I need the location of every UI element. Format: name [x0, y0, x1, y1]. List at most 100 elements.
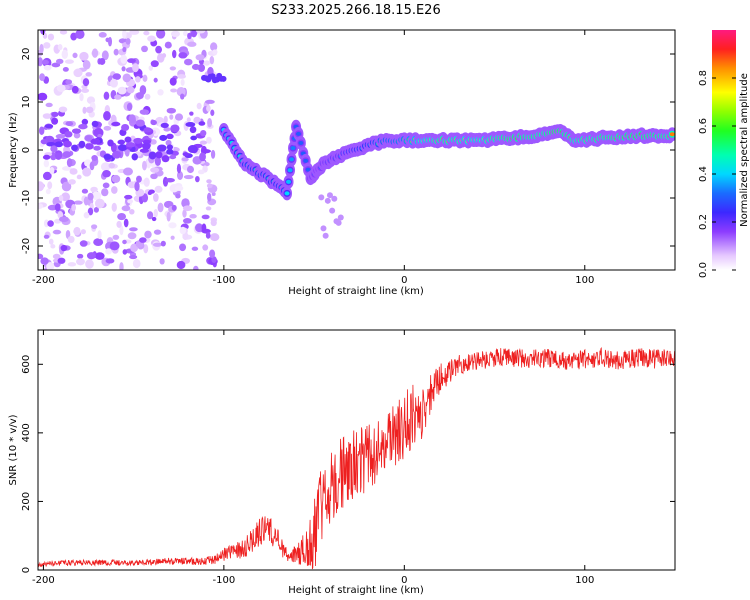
- noise-patch: [207, 118, 213, 128]
- noise-band-patch: [81, 118, 89, 126]
- noise-patch: [61, 181, 72, 192]
- noise-patch: [166, 211, 171, 222]
- feature-patch: [318, 194, 325, 201]
- x-tick-label: -100: [213, 575, 236, 586]
- noise-patch: [181, 157, 189, 162]
- noise-patch: [153, 208, 158, 218]
- noise-band-patch: [71, 144, 78, 151]
- noise-patch: [59, 30, 68, 35]
- noise-band-patch: [71, 128, 82, 134]
- noise-patch: [201, 214, 210, 220]
- noise-patch: [160, 240, 166, 247]
- noise-patch: [170, 235, 175, 240]
- noise-band-patch: [107, 139, 114, 147]
- feature-patch: [326, 192, 333, 199]
- feature-patch: [331, 195, 338, 202]
- noise-patch: [55, 58, 64, 65]
- ridge-core: [295, 131, 301, 136]
- noise-patch: [47, 181, 53, 190]
- noise-patch: [52, 229, 62, 235]
- noise-patch: [209, 55, 215, 65]
- noise-patch: [76, 174, 82, 180]
- noise-patch: [42, 171, 52, 181]
- noise-patch: [211, 192, 216, 197]
- noise-band-patch: [166, 144, 174, 150]
- noise-patch: [73, 68, 83, 78]
- snr-frame: [37, 329, 676, 571]
- noise-patch: [62, 67, 69, 72]
- noise-patch: [171, 204, 177, 211]
- noise-patch: [73, 200, 83, 205]
- x-tick-label: 0: [401, 575, 407, 586]
- noise-patch: [98, 31, 107, 38]
- noise-band-patch: [50, 145, 58, 153]
- snr-axes: -200 -100 0 100 0 200 400 600: [21, 330, 675, 586]
- snr-panel: -200 -100 0 100 0 200 400 600 Height of straigh…: [8, 329, 676, 596]
- noise-patch: [187, 32, 192, 40]
- noise-patch: [112, 234, 120, 240]
- noise-patch: [38, 203, 44, 210]
- noise-patch: [151, 216, 157, 222]
- noise-band-patch: [148, 151, 157, 160]
- noise-band-patch: [117, 144, 128, 152]
- y-tick-label: 200: [21, 492, 32, 511]
- noise-patch: [129, 208, 135, 215]
- colorbar-label: Normalized spectral amplitude: [739, 73, 750, 227]
- noise-patch: [85, 106, 94, 114]
- noise-band-patch: [78, 123, 88, 130]
- noise-band-patch: [131, 153, 139, 161]
- noise-patch: [61, 49, 69, 59]
- noise-patch: [75, 30, 85, 39]
- noise-patch: [186, 117, 191, 123]
- noise-patch: [41, 59, 49, 65]
- noise-patch: [122, 30, 127, 39]
- noise-band-patch: [133, 137, 143, 144]
- noise-band-patch: [200, 129, 207, 137]
- x-tick-label: -200: [32, 275, 55, 286]
- noise-patch: [176, 260, 186, 270]
- colorbar-tick-label: 0.2: [698, 214, 709, 230]
- noise-patch: [87, 192, 94, 201]
- noise-patch: [55, 134, 66, 139]
- noise-patch: [93, 207, 99, 213]
- noise-patch: [169, 66, 177, 71]
- noise-patch: [117, 212, 127, 221]
- noise-patch: [83, 212, 90, 219]
- noise-patch: [109, 78, 118, 88]
- noise-patch: [67, 262, 77, 267]
- noise-patch: [201, 223, 207, 232]
- noise-patch: [210, 42, 218, 52]
- noise-patch: [205, 232, 211, 239]
- snr-x-label: Height of straight line (km): [288, 585, 424, 596]
- noise-patch: [102, 182, 110, 189]
- noise-patch: [182, 205, 193, 212]
- noise-patch: [163, 127, 171, 132]
- noise-patch: [164, 41, 172, 49]
- noise-patch: [165, 177, 175, 183]
- noise-patch: [195, 223, 204, 233]
- noise-patch: [105, 258, 115, 264]
- feature-patch: [335, 219, 342, 226]
- x-tick-label: -100: [213, 275, 236, 286]
- noise-band-patch: [51, 117, 59, 125]
- x-tick-label: 100: [575, 275, 594, 286]
- noise-patch: [212, 49, 218, 55]
- noise-patch: [123, 218, 129, 228]
- noise-patch: [42, 113, 52, 119]
- noise-patch: [157, 202, 164, 213]
- noise-band-patch: [91, 154, 98, 161]
- noise-patch: [144, 230, 152, 239]
- ridge-core: [284, 191, 290, 196]
- noise-band-patch: [185, 121, 196, 127]
- noise-patch: [117, 86, 127, 95]
- noise-band-patch: [111, 121, 121, 127]
- noise-patch: [119, 262, 124, 270]
- snr-series-line: [38, 346, 675, 570]
- noise-patch: [69, 168, 78, 175]
- noise-patch: [65, 79, 73, 85]
- noise-patch: [85, 259, 94, 269]
- noise-band-patch: [161, 155, 170, 163]
- noise-patch: [43, 64, 52, 71]
- noise-patch: [103, 111, 111, 121]
